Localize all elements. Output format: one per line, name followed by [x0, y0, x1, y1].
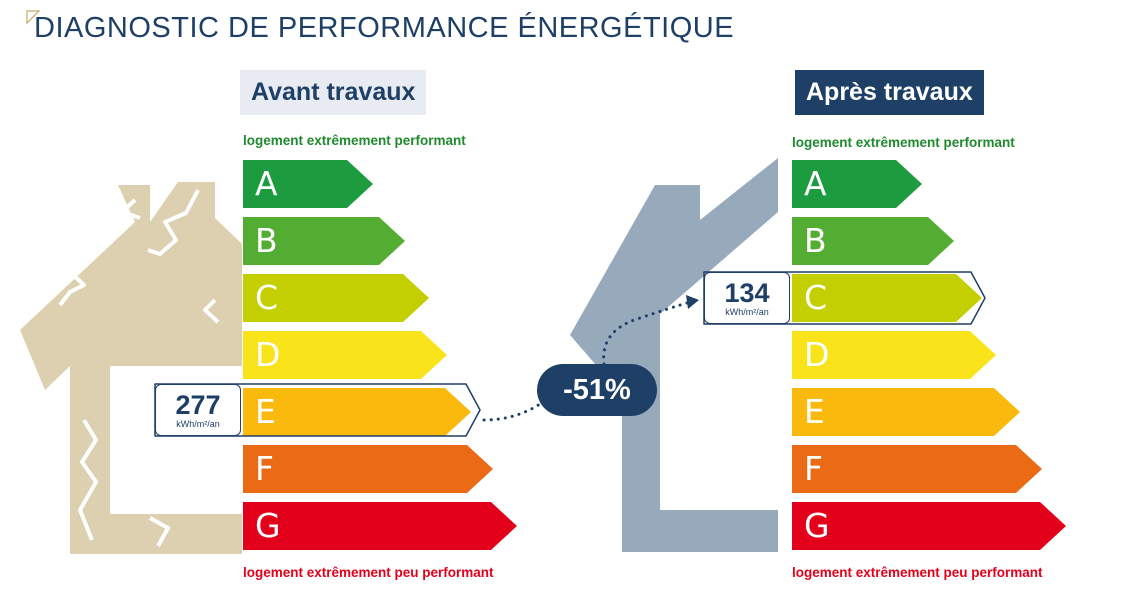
after-class-bar-a: A	[792, 160, 922, 208]
before-consumption-value: 277	[175, 390, 221, 420]
after-works-label: Après travaux	[795, 70, 984, 115]
after-class-bar-b: B	[792, 217, 954, 265]
before-class-letter: A	[255, 164, 278, 203]
before-class-letter: D	[255, 335, 281, 374]
after-class-bar-g: G	[792, 502, 1066, 550]
before-class-bar-a: A	[243, 160, 373, 208]
before-top-note: logement extrêmement performant	[243, 133, 466, 148]
page-title: DIAGNOSTIC DE PERFORMANCE ÉNERGÉTIQUE	[34, 12, 735, 44]
before-class-letter: F	[255, 449, 274, 488]
after-class-letter: D	[804, 335, 830, 374]
before-class-bar-c: C	[243, 274, 429, 322]
before-class-bar-e: E	[243, 388, 471, 436]
after-consumption-unit: kWh/m²/an	[725, 307, 769, 317]
before-class-bar-b: B	[243, 217, 405, 265]
arrow-head-icon	[686, 295, 699, 309]
before-class-letter: E	[255, 392, 276, 431]
after-consumption-box: 134 kWh/m²/an	[704, 272, 790, 324]
after-class-letter: G	[804, 506, 830, 545]
before-bottom-note: logement extrêmement peu performant	[243, 565, 494, 580]
before-class-letter: B	[255, 221, 278, 260]
before-class-bar-g: G	[243, 502, 517, 550]
after-class-letter: F	[804, 449, 823, 488]
before-class-bar-d: D	[243, 331, 447, 379]
after-class-bar-d: D	[792, 331, 996, 379]
before-works-label: Avant travaux	[240, 70, 427, 115]
before-class-letter: G	[255, 506, 281, 545]
after-bottom-note: logement extrêmement peu performant	[792, 565, 1043, 580]
reduction-badge: -51%	[537, 364, 657, 416]
after-top-note: logement extrêmement performant	[792, 135, 1015, 150]
after-class-letter: B	[804, 221, 827, 260]
corner-triangle-icon	[26, 10, 41, 25]
before-class-bar-f: F	[243, 445, 493, 493]
before-consumption-unit: kWh/m²/an	[176, 419, 220, 429]
after-class-bar-e: E	[792, 388, 1020, 436]
after-class-bar-c: C	[792, 274, 982, 322]
after-class-letter: E	[804, 392, 825, 431]
after-consumption-value: 134	[724, 278, 770, 308]
before-consumption-box: 277 kWh/m²/an	[155, 384, 241, 436]
after-class-letter: C	[804, 278, 828, 317]
before-class-letter: C	[255, 278, 279, 317]
after-class-letter: A	[804, 164, 827, 203]
after-class-bar-f: F	[792, 445, 1042, 493]
